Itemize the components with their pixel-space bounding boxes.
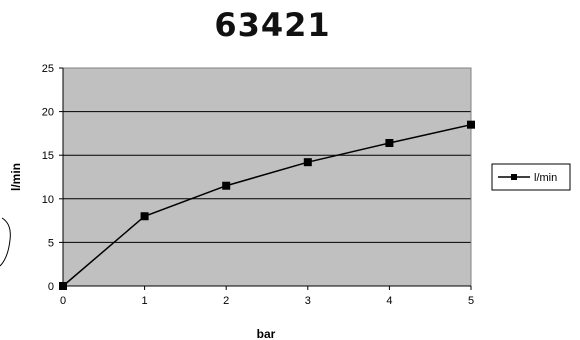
legend-label: l/min	[534, 172, 557, 184]
x-tick-label: 4	[386, 295, 392, 307]
hand-drawn-mark	[0, 217, 11, 267]
data-point	[59, 282, 67, 290]
y-tick-label: 25	[42, 63, 54, 75]
x-tick-label: 3	[305, 295, 311, 307]
series-group	[59, 120, 475, 290]
data-point	[467, 120, 475, 129]
plot-background	[63, 68, 471, 286]
legend-marker	[511, 174, 517, 180]
axes	[59, 67, 472, 290]
y-tick-label: 10	[42, 194, 54, 206]
x-tick-label: 2	[223, 295, 229, 307]
y-axis-label: l/min	[9, 163, 23, 191]
y-tick-label: 0	[48, 281, 54, 293]
chart-title: 63421	[214, 6, 331, 44]
grid-lines	[63, 67, 471, 243]
x-axis-label: bar	[257, 327, 276, 340]
series-line	[62, 123, 472, 287]
x-tick-labels: 0 1 2 3 4 5	[60, 295, 474, 307]
y-tick-label: 15	[42, 150, 54, 162]
y-tick-label: 20	[42, 107, 54, 119]
y-tick-label: 5	[48, 237, 54, 249]
y-tick-labels: 0 5 10 15 20 25	[42, 63, 54, 293]
data-point	[303, 158, 312, 167]
x-tick-label: 0	[60, 295, 66, 307]
data-point	[385, 138, 394, 147]
plot-area	[63, 68, 471, 286]
x-tick-label: 1	[142, 295, 148, 307]
legend: l/min	[491, 163, 571, 191]
x-tick-label: 5	[468, 295, 474, 307]
data-point	[140, 212, 149, 221]
data-point	[222, 181, 231, 190]
